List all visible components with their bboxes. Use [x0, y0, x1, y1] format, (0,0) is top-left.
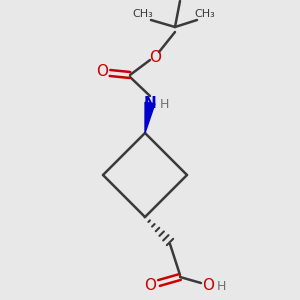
Text: H: H [159, 98, 169, 112]
Text: O: O [144, 278, 156, 292]
Text: CH₃: CH₃ [133, 9, 153, 19]
Polygon shape [145, 102, 155, 133]
Text: CH₃: CH₃ [195, 9, 215, 19]
Text: O: O [96, 64, 108, 80]
Text: O: O [149, 50, 161, 64]
Text: O: O [202, 278, 214, 292]
Text: H: H [216, 280, 226, 293]
Text: N: N [144, 95, 156, 110]
